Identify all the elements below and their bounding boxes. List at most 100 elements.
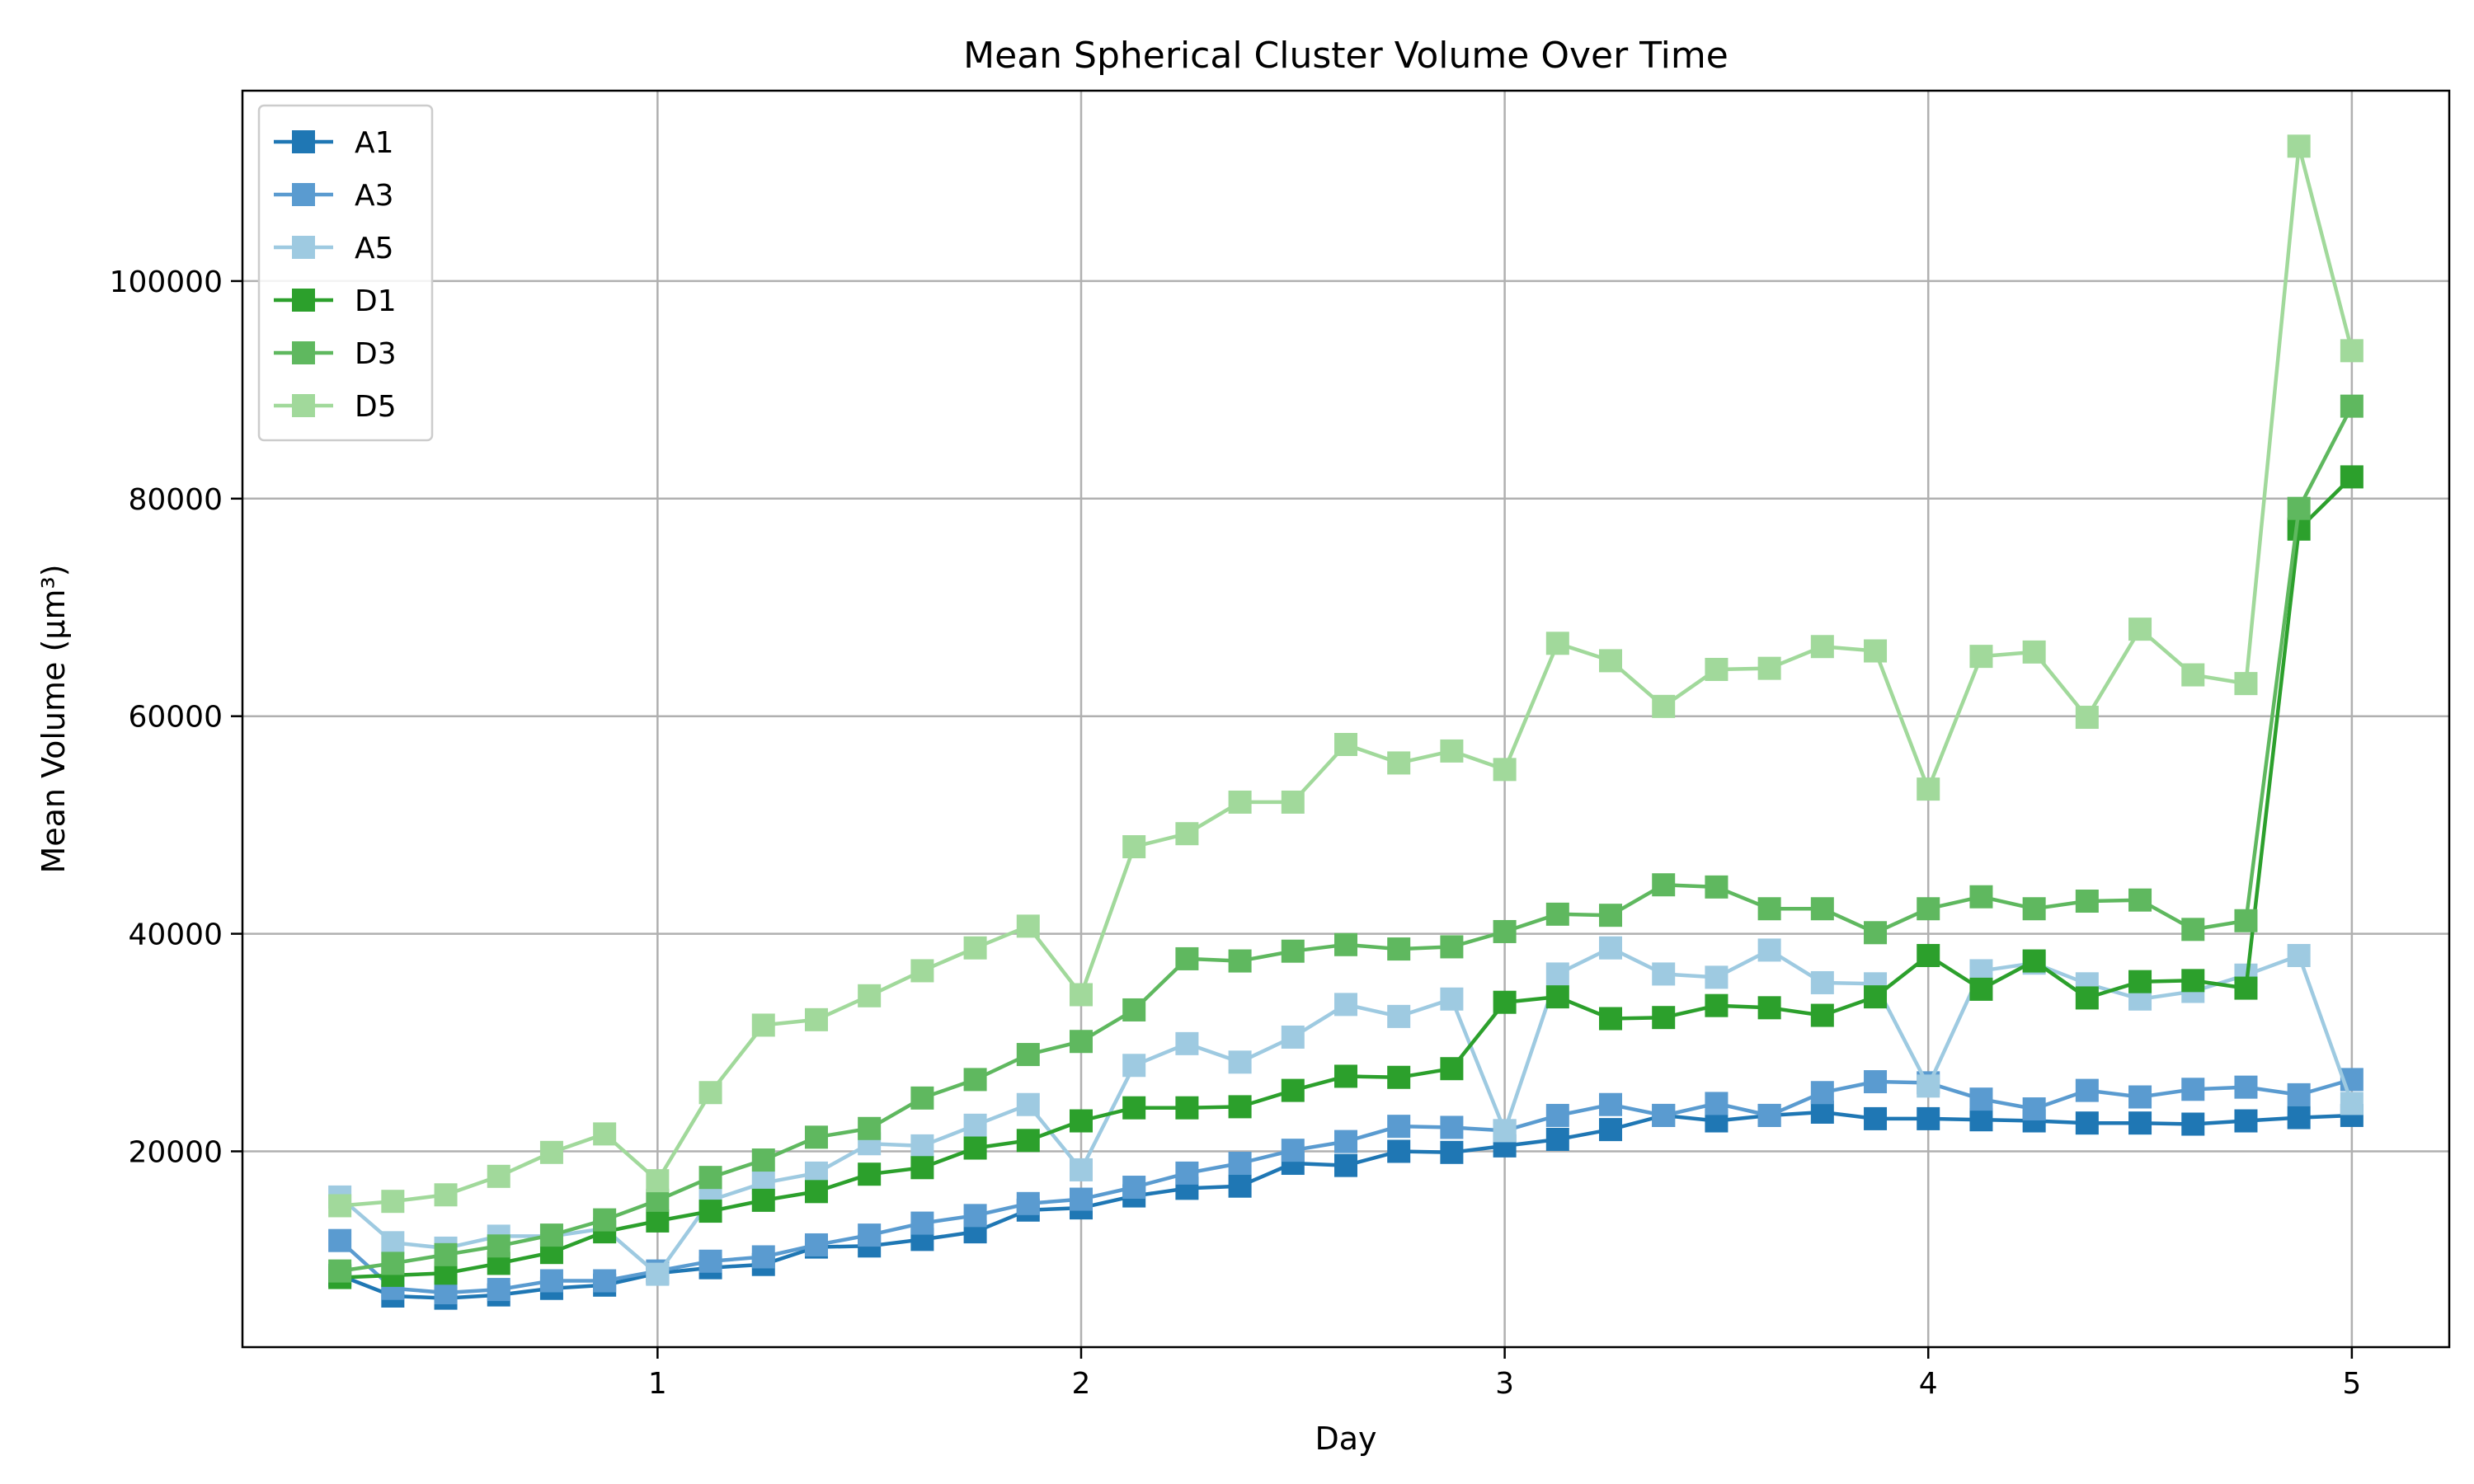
legend-item-d1: D1 <box>274 284 397 318</box>
data-point <box>328 1228 352 1252</box>
data-point <box>381 1252 405 1275</box>
data-point <box>1969 1108 1993 1132</box>
data-point <box>539 1269 563 1293</box>
data-point <box>1228 1174 1252 1198</box>
y-tick-label: 60000 <box>128 701 223 735</box>
data-point <box>1757 656 1781 680</box>
data-point <box>1757 938 1781 962</box>
data-point <box>1334 932 1357 956</box>
data-point <box>1440 1115 1464 1139</box>
data-point <box>487 1164 510 1188</box>
data-point <box>381 1190 405 1214</box>
series-line <box>339 144 2354 1208</box>
data-point <box>1387 1115 1411 1139</box>
data-point <box>751 1148 775 1172</box>
data-point <box>2287 134 2311 158</box>
data-point <box>1705 965 1729 989</box>
data-point <box>1810 635 1834 659</box>
data-point <box>858 1162 882 1186</box>
data-point <box>1281 1139 1305 1162</box>
data-point <box>804 1007 828 1031</box>
data-point <box>698 1081 722 1105</box>
data-point <box>2181 918 2205 942</box>
data-point <box>1175 822 1199 846</box>
data-point <box>698 1166 722 1190</box>
data-point <box>1969 977 1993 1001</box>
data-point <box>698 1200 722 1223</box>
data-point <box>1757 1103 1781 1127</box>
data-point <box>593 1122 617 1146</box>
data-point <box>2340 339 2363 363</box>
y-tick-label: 100000 <box>110 265 223 299</box>
data-point <box>1599 1007 1623 1031</box>
data-point <box>1652 694 1676 718</box>
data-point <box>963 1113 987 1137</box>
data-point <box>2075 890 2099 913</box>
data-point <box>1334 993 1357 1017</box>
legend-box <box>257 104 434 442</box>
data-point <box>1652 873 1676 897</box>
x-tick-label: 2 <box>1072 1367 1091 1401</box>
data-point <box>1334 1064 1357 1088</box>
y-tick-label: 40000 <box>128 918 223 952</box>
data-point <box>1864 639 1888 663</box>
legend-label: A1 <box>355 126 394 160</box>
data-point <box>1069 1109 1093 1133</box>
data-point <box>1440 1140 1464 1164</box>
data-point <box>1705 875 1729 899</box>
data-point <box>1387 937 1411 961</box>
data-point <box>2128 618 2152 641</box>
data-point <box>381 1231 405 1255</box>
data-point <box>1969 1087 1993 1111</box>
data-point <box>646 1169 670 1193</box>
data-point <box>487 1278 510 1302</box>
data-point <box>2181 1112 2205 1136</box>
data-point <box>2340 1092 2363 1115</box>
data-point <box>1175 1031 1199 1055</box>
data-point <box>1545 1127 1569 1151</box>
data-point <box>1440 739 1464 763</box>
data-point <box>1864 1070 1888 1094</box>
data-point <box>1175 1096 1199 1120</box>
data-point <box>1440 987 1464 1011</box>
data-point <box>910 959 934 983</box>
data-point <box>2181 969 2205 993</box>
data-point <box>910 1211 934 1235</box>
legend-swatch-marker <box>292 183 315 206</box>
data-point <box>2181 1078 2205 1101</box>
data-point <box>1228 1095 1252 1119</box>
data-point <box>2340 394 2363 418</box>
data-point <box>1599 936 1623 960</box>
data-point <box>2287 943 2311 967</box>
data-point <box>2128 970 2152 993</box>
legend-swatch-marker <box>292 289 315 312</box>
data-point <box>1545 962 1569 986</box>
data-point <box>2075 986 2099 1010</box>
data-point <box>1228 790 1252 814</box>
data-point <box>751 1013 775 1037</box>
data-point <box>1545 1103 1569 1127</box>
data-point <box>1016 1043 1040 1067</box>
data-point <box>1228 1152 1252 1176</box>
x-tick-label: 1 <box>648 1367 667 1401</box>
data-point <box>1122 835 1146 859</box>
data-point <box>1864 985 1888 1009</box>
data-point <box>1493 758 1517 782</box>
data-point <box>858 1223 882 1247</box>
data-point <box>910 1086 934 1110</box>
x-tick-label: 4 <box>1919 1367 1938 1401</box>
data-point <box>1334 1129 1357 1153</box>
legend-label: A3 <box>355 179 394 213</box>
data-point <box>2181 663 2205 687</box>
data-point <box>1281 939 1305 963</box>
data-point <box>1917 1106 1940 1130</box>
data-point <box>1652 962 1676 986</box>
data-point <box>646 1209 670 1233</box>
data-point <box>2022 640 2046 664</box>
data-point <box>1122 998 1146 1021</box>
data-point <box>1810 1003 1834 1027</box>
series-d3 <box>328 394 2363 1283</box>
data-point <box>1652 1103 1676 1127</box>
data-point <box>434 1183 458 1207</box>
data-point <box>1069 1030 1093 1054</box>
